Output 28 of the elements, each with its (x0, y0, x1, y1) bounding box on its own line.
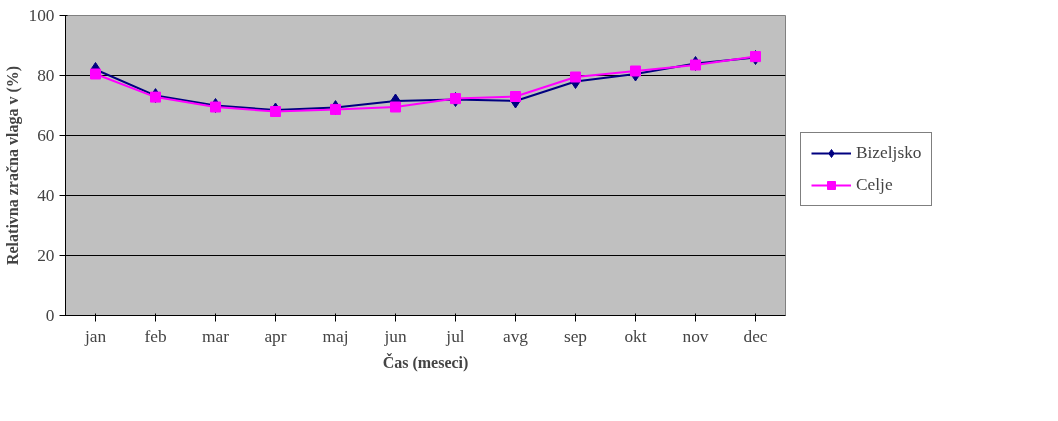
legend-label: Bizeljsko (856, 142, 922, 163)
y-tick-label: 100 (28, 6, 55, 25)
point (630, 65, 641, 77)
x-tick-label: sep (563, 326, 588, 346)
point (510, 91, 521, 102)
x-tick-label: maj (322, 326, 349, 346)
point (570, 71, 581, 83)
x-tick-label: jul (445, 326, 465, 346)
y-tick-label: 40 (37, 186, 55, 205)
y-tick-label: 0 (45, 306, 55, 325)
x-tick-label: dec (743, 326, 768, 346)
legend-label: Celje (856, 174, 893, 195)
x-tick-label: apr (264, 326, 287, 346)
point (90, 68, 101, 80)
y-tick-label: 80 (37, 66, 55, 85)
x-tick-label: jun (383, 326, 407, 346)
x-tick-label: avg (502, 326, 529, 346)
x-tick-label: feb (144, 326, 167, 346)
y-tick-label: 60 (37, 126, 55, 145)
x-tick-label: okt (624, 326, 647, 346)
point (270, 106, 281, 117)
y-tick-label: 20 (37, 246, 55, 265)
x-tick-label: jan (83, 326, 107, 346)
x-tick-label: nov (682, 326, 709, 346)
x-axis-title: Čas (meseci) (382, 352, 469, 372)
point (390, 101, 401, 113)
x-tick-label: mar (202, 326, 230, 346)
y-axis-title: Relativna zračna vlaga v (%) (3, 65, 22, 266)
